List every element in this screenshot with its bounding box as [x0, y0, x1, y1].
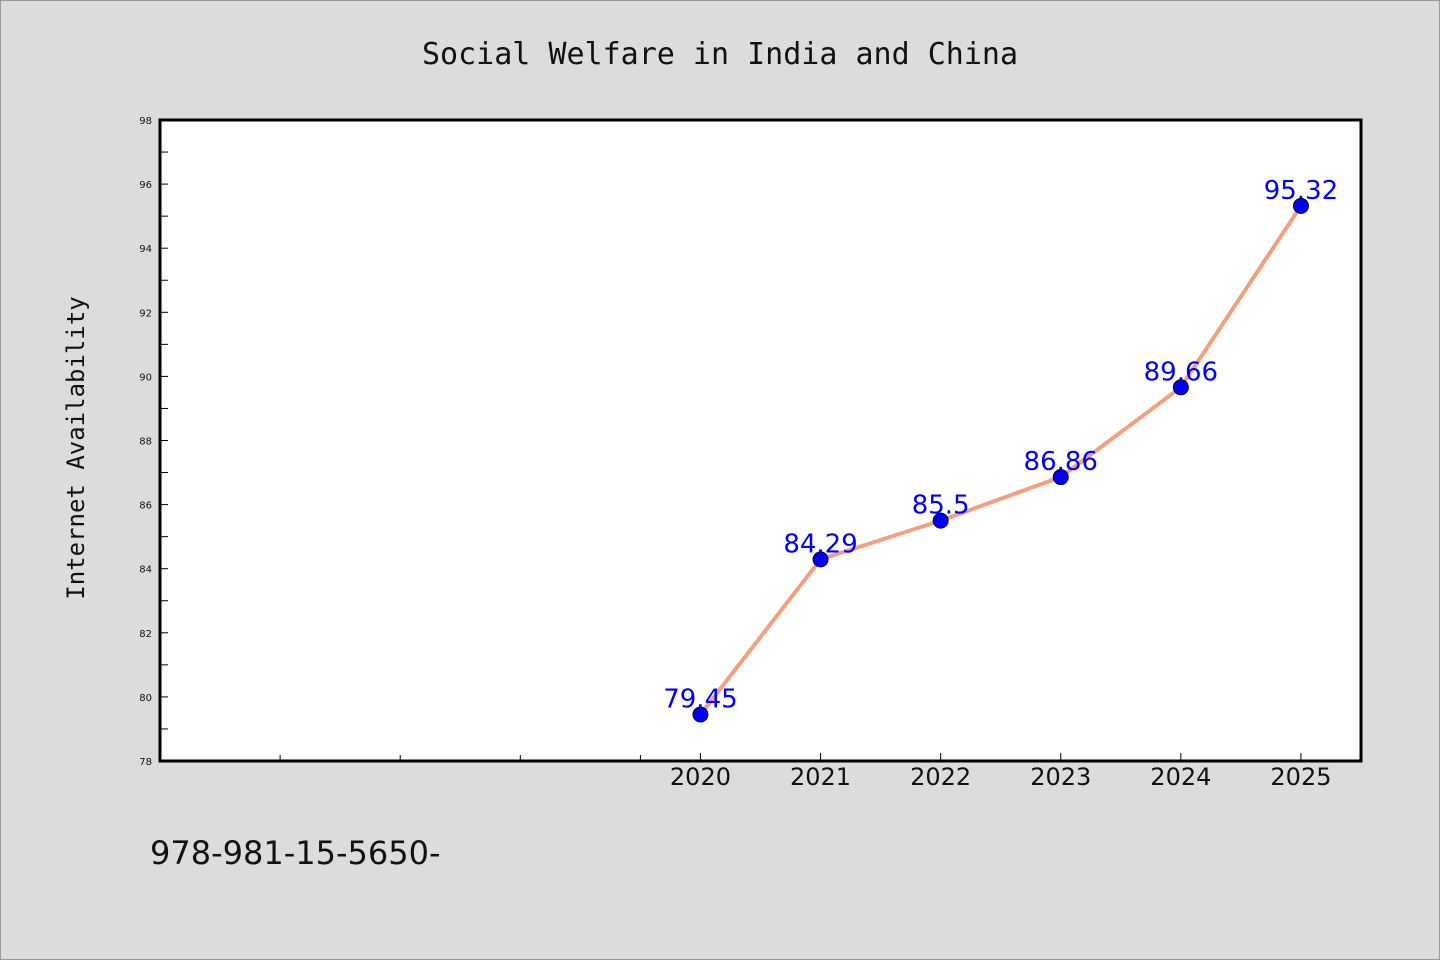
y-axis-label: Internet Availability — [62, 296, 90, 599]
data-point — [1292, 197, 1309, 214]
y-tick-label: 84 — [139, 565, 152, 576]
y-tick-label: 90 — [139, 372, 152, 383]
y-tick-label: 78 — [139, 757, 152, 768]
data-point — [1052, 469, 1069, 486]
x-tick-label: 2020 — [670, 763, 731, 791]
y-tick-label: 94 — [139, 244, 152, 255]
x-tick-label: 2022 — [910, 763, 971, 791]
x-tick-label: 2024 — [1150, 763, 1211, 791]
x-tick-label: 2023 — [1030, 763, 1091, 791]
x-tick-label: 2021 — [790, 763, 851, 791]
y-tick-label: 88 — [139, 437, 152, 448]
y-tick-label: 80 — [139, 693, 152, 704]
x-axis: 2020 2021 2022 2023 2024 2025 — [159, 753, 1331, 791]
y-tick-label: 92 — [139, 308, 152, 319]
footer-text: 978-981-15-5650- — [150, 834, 441, 872]
data-point — [1172, 379, 1189, 396]
chart-title: Social Welfare in India and China — [422, 37, 1018, 72]
y-tick-label: 86 — [139, 501, 152, 512]
plot-area — [158, 118, 1363, 763]
data-point — [812, 551, 829, 568]
x-tick-label: 2025 — [1270, 763, 1331, 791]
series-line — [698, 204, 1303, 716]
data-point — [932, 512, 949, 529]
y-axis: 78 80 82 84 86 88 90 92 94 96 98 — [139, 116, 168, 768]
y-tick-label: 96 — [139, 180, 152, 191]
y-tick-label: 82 — [139, 629, 152, 640]
data-point — [692, 706, 709, 723]
y-tick-label: 98 — [139, 116, 152, 127]
